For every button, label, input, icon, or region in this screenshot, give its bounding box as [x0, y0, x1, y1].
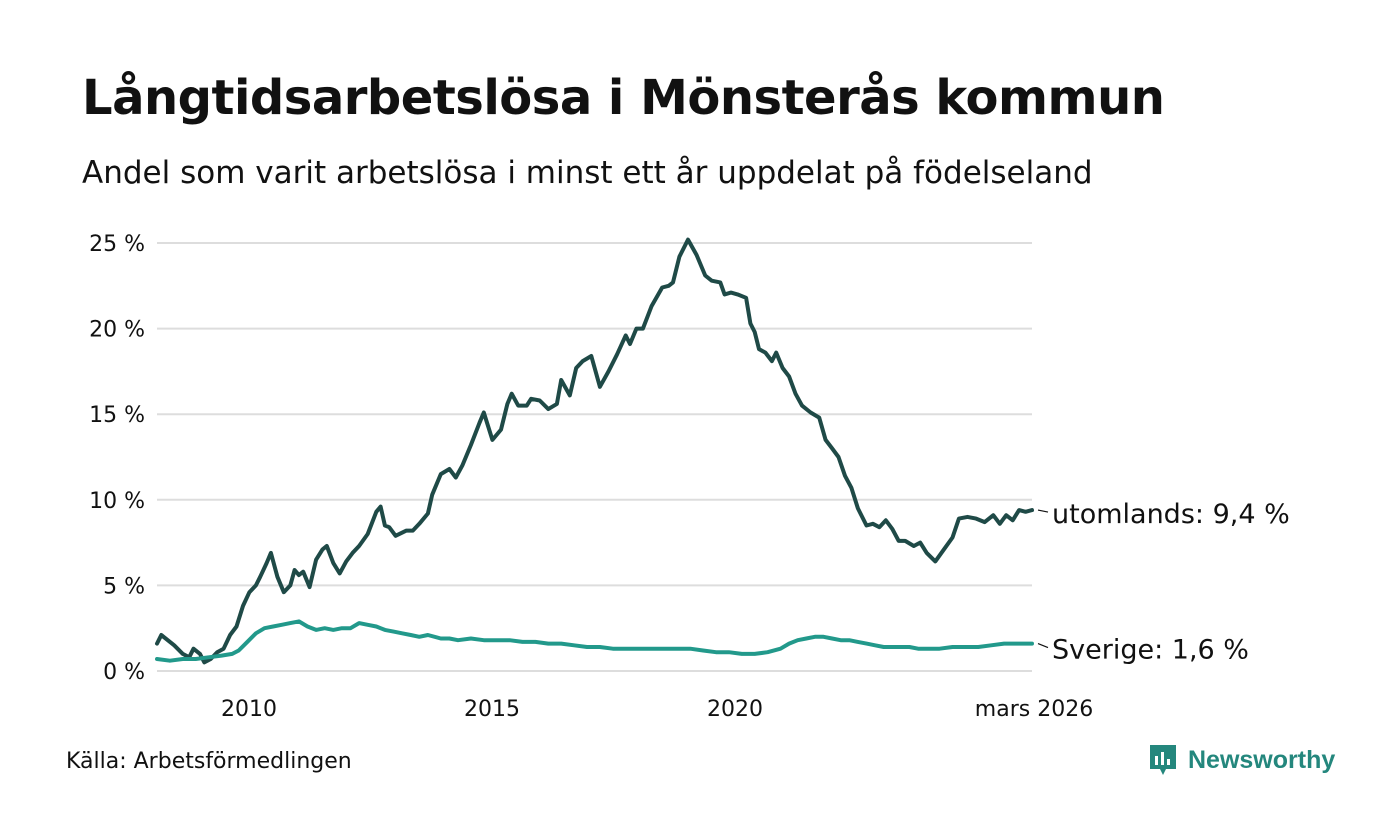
x-axis-ticks: 2010 2015 2020 mars 2026 — [221, 697, 1093, 722]
y-tick-label: 5 % — [103, 574, 145, 599]
y-tick-label: 25 % — [89, 232, 145, 257]
series-line-utomlands — [155, 237, 1034, 665]
x-tick-label: 2020 — [707, 697, 763, 722]
chart-title: Långtidsarbetslösa i Mönsterås kommun — [82, 70, 1165, 126]
series-lines — [155, 237, 1034, 665]
grid-lines — [157, 242, 1032, 672]
y-tick-label: 0 % — [103, 660, 145, 685]
y-tick-label: 10 % — [89, 489, 145, 514]
series-line-sverige — [155, 619, 1034, 663]
x-tick-label: 2010 — [221, 697, 277, 722]
x-tick-label: 2015 — [464, 697, 520, 722]
series-end-label: utomlands: 9,4 % — [1052, 499, 1290, 530]
series-end-label: Sverige: 1,6 % — [1052, 635, 1249, 666]
series-label-connector — [1037, 509, 1049, 513]
series-end-labels: utomlands: 9,4 % Sverige: 1,6 % — [1037, 499, 1290, 666]
y-axis-ticks: 0 % 5 % 10 % 15 % 20 % 25 % — [89, 232, 145, 685]
y-tick-label: 20 % — [89, 318, 145, 343]
y-tick-label: 15 % — [89, 403, 145, 428]
brand-logo: Newsworthy — [1148, 743, 1335, 777]
chart-subtitle: Andel som varit arbetslösa i minst ett å… — [82, 155, 1093, 191]
brand-name: Newsworthy — [1188, 745, 1336, 774]
source-note: Källa: Arbetsförmedlingen — [66, 749, 352, 774]
newsworthy-logo-icon — [1150, 745, 1176, 775]
x-tick-label: mars 2026 — [975, 697, 1093, 722]
series-label-connector — [1037, 643, 1049, 649]
